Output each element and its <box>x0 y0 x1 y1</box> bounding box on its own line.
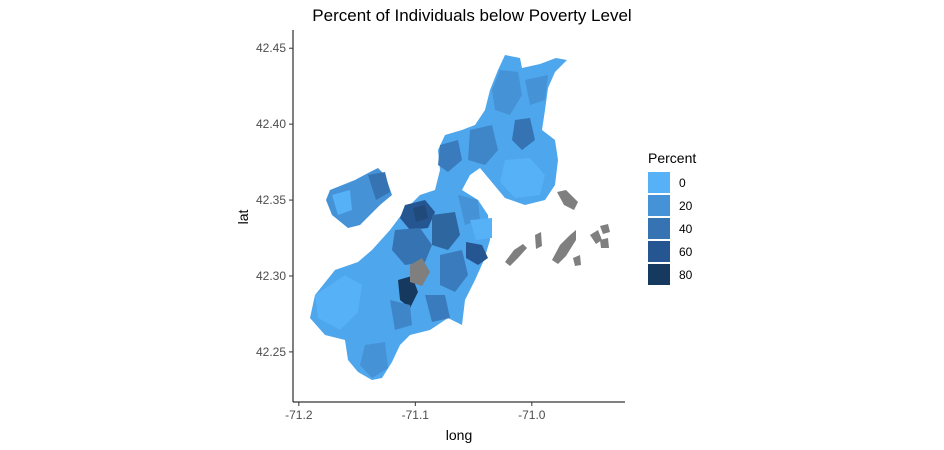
map-region-island-d <box>573 255 581 266</box>
map-region-high-a <box>398 276 418 308</box>
map-region-central-d <box>440 250 468 292</box>
map-region-island-g <box>600 238 609 248</box>
y-tick-label: 42.25 <box>256 345 286 359</box>
map-region-high-b <box>466 242 488 265</box>
x-tick-label: -71.2 <box>285 408 313 422</box>
x-tick-label: -71.1 <box>402 408 430 422</box>
map-region-north-c <box>512 118 535 150</box>
map-region-southwest-c <box>390 300 412 330</box>
map-region-southwest-a <box>315 275 362 330</box>
legend-item: 0 <box>648 171 696 194</box>
y-tick-label: 42.30 <box>256 269 286 283</box>
legend-items: 0 20 40 60 80 <box>648 171 696 286</box>
map-region-island-logan <box>557 190 578 210</box>
map-region-central-f <box>470 218 492 240</box>
map-region-southwest-b <box>360 302 392 345</box>
legend-label: 60 <box>679 244 693 259</box>
legend-item: 80 <box>648 263 696 286</box>
y-axis-ticks: 42.25 42.30 42.35 42.40 42.45 <box>256 41 293 359</box>
map-region-island-b <box>535 232 542 249</box>
legend-swatch <box>648 264 670 285</box>
map-region-west-lobe-c <box>332 190 352 215</box>
legend-title: Percent <box>648 150 697 166</box>
y-tick-label: 42.35 <box>256 193 286 207</box>
map-region-west-lobe-b <box>368 172 390 200</box>
map-region-island-c <box>552 230 576 264</box>
legend: Percent 0 20 40 60 80 <box>648 150 696 286</box>
map-region-north-d <box>500 158 545 198</box>
legend-label: 80 <box>679 267 693 282</box>
map-region-na-center <box>410 258 430 286</box>
legend-label: 20 <box>679 198 693 213</box>
legend-item: 20 <box>648 194 696 217</box>
y-tick-label: 42.45 <box>256 41 286 55</box>
legend-label: 40 <box>679 221 693 236</box>
map-region-north-f <box>438 140 462 172</box>
y-axis-title: lat <box>235 210 251 225</box>
legend-swatch <box>648 172 670 193</box>
map-region-island-f <box>600 224 610 234</box>
map-region-southwest-d <box>360 342 388 378</box>
map-region-island-a <box>505 244 527 266</box>
x-axis-title: long <box>446 427 472 443</box>
legend-swatch <box>648 241 670 262</box>
map-regions <box>310 55 610 380</box>
map-region-island-e <box>590 230 602 244</box>
chart-title: Percent of Individuals below Poverty Lev… <box>312 6 632 25</box>
legend-item: 40 <box>648 217 696 240</box>
legend-item: 60 <box>648 240 696 263</box>
map-region-north-b <box>468 125 498 165</box>
legend-swatch <box>648 218 670 239</box>
map-region-central-e <box>458 195 480 225</box>
map-region-central-b <box>392 228 432 265</box>
x-axis-ticks: -71.2 -71.1 -71.0 <box>285 402 546 422</box>
map-region-north-e <box>525 75 548 105</box>
legend-swatch <box>648 195 670 216</box>
map-region-north-a <box>492 70 522 115</box>
y-tick-label: 42.40 <box>256 117 286 131</box>
map-region-south-e <box>425 295 450 322</box>
legend-label: 0 <box>679 175 686 190</box>
map-region-high-c <box>413 205 428 222</box>
map-region-central-c <box>432 212 460 250</box>
x-tick-label: -71.0 <box>518 408 546 422</box>
